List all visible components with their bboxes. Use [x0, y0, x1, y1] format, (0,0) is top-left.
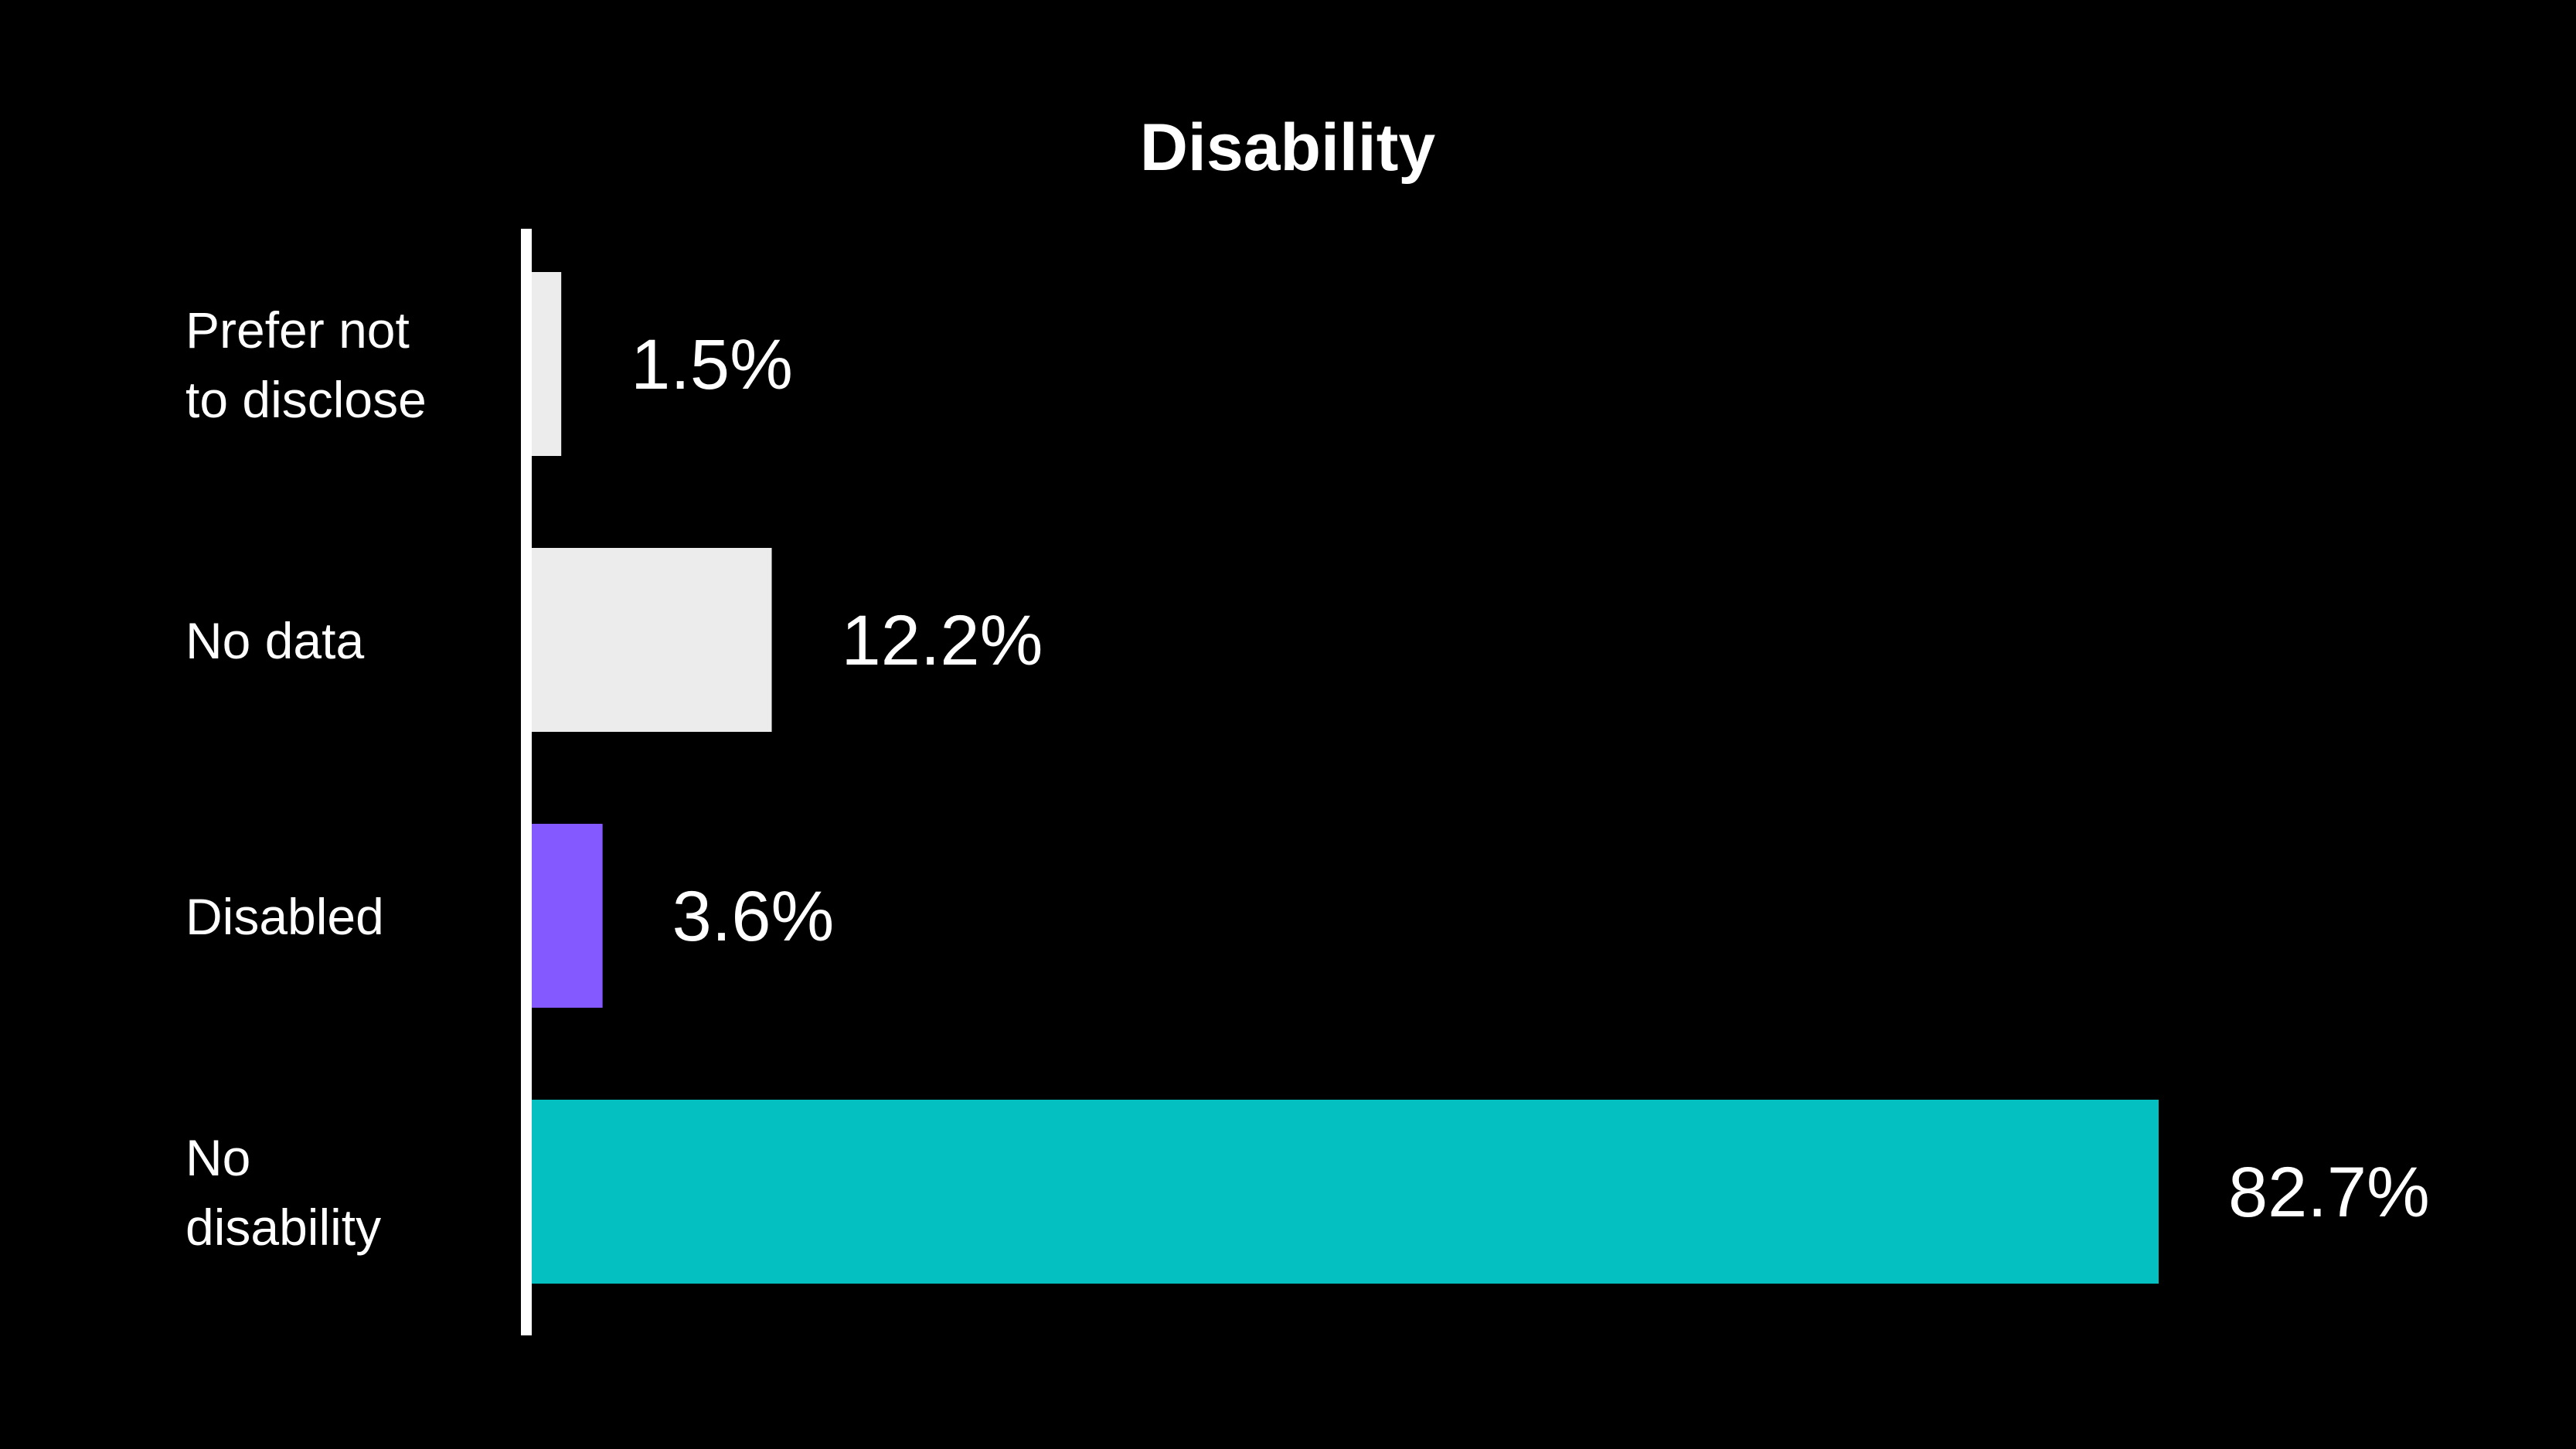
- value-label-1: 12.2%: [842, 601, 1043, 680]
- category-label-3-line-0: No: [185, 1129, 250, 1186]
- category-label-0-line-1: to disclose: [185, 371, 427, 428]
- value-label-3: 82.7%: [2228, 1153, 2430, 1232]
- category-label-1-line-0: No data: [185, 612, 364, 669]
- bars-layer: 1.5% Prefer not to disclose 12.2% No data 3.6…: [185, 272, 2430, 1284]
- bar-2: [532, 824, 603, 1008]
- value-label-0: 1.5%: [631, 325, 793, 404]
- chart-title: Disability: [1140, 111, 1436, 185]
- bar-1: [532, 548, 772, 732]
- category-label-0-line-0: Prefer not: [185, 301, 410, 359]
- category-label-3-line-1: disability: [185, 1199, 381, 1256]
- category-label-2-line-0: Disabled: [185, 888, 384, 945]
- bar-0: [532, 272, 562, 456]
- value-label-2: 3.6%: [672, 877, 835, 956]
- bar-3: [532, 1100, 2159, 1284]
